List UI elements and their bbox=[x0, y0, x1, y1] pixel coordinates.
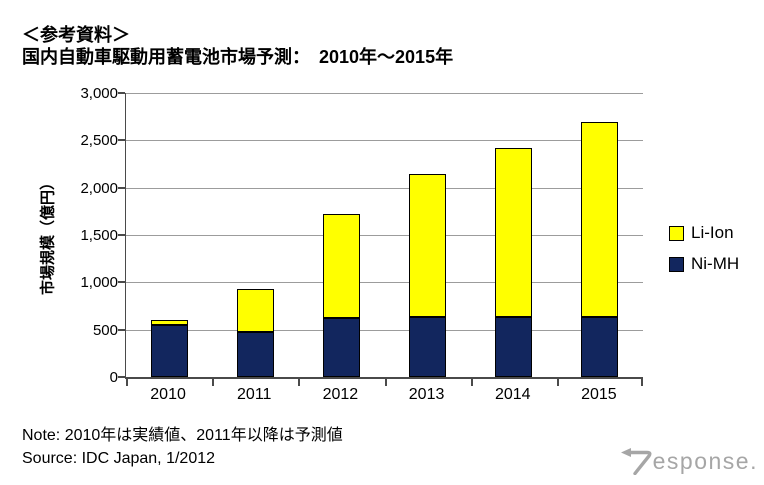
x-tick-label: 2014 bbox=[494, 386, 531, 403]
legend-item-ni-mh: Ni-MH bbox=[669, 251, 739, 277]
bar-segment-li-ion-2010 bbox=[150, 319, 188, 325]
x-axis-tick bbox=[298, 379, 301, 386]
title-line-2: 国内自動車駆動用蓄電池市場予測： 2010年～2015年 bbox=[22, 47, 454, 67]
bar-segment-ni-mh-2014 bbox=[495, 317, 533, 377]
x-tick-label: 2010 bbox=[150, 386, 186, 403]
x-tick-label: 2012 bbox=[322, 386, 359, 403]
bar-segment-li-ion-2011 bbox=[236, 289, 274, 332]
chart-header: ＜参考資料＞ 国内自動車駆動用蓄電池市場予測： 2010年～2015年 bbox=[22, 24, 453, 68]
gridline bbox=[126, 93, 643, 94]
y-axis-tick bbox=[118, 234, 125, 236]
bar-segment-ni-mh-2013 bbox=[409, 317, 447, 377]
x-axis-tick bbox=[126, 379, 128, 386]
title-line-1: ＜参考資料＞ bbox=[22, 25, 130, 45]
legend-swatch bbox=[669, 225, 684, 241]
x-axis-tick-labels: 2010 2011 2012 2013 2014 2015 bbox=[125, 386, 642, 406]
y-tick-label: 500 bbox=[92, 321, 118, 339]
response-logo-text: esponse. bbox=[652, 448, 758, 474]
gridline bbox=[126, 329, 643, 331]
y-tick-label: 2,000 bbox=[80, 179, 118, 197]
gridline bbox=[126, 140, 643, 142]
legend-label: Li-Ion bbox=[691, 223, 734, 242]
x-axis-tick bbox=[212, 379, 215, 386]
y-axis-tick bbox=[118, 281, 125, 284]
response-logo: esponse. bbox=[620, 448, 758, 475]
bar-segment-li-ion-2015 bbox=[581, 122, 619, 318]
y-axis-tick bbox=[118, 186, 125, 189]
bar-segment-li-ion-2012 bbox=[322, 214, 360, 318]
chart-footer: Note: 2010年は実績値、2011年以降は予測値 Source: IDC … bbox=[22, 424, 343, 470]
y-axis-tick-labels: 0 500 1,000 1,500 2,000 2,500 3,000 bbox=[40, 85, 118, 386]
y-axis-tick bbox=[118, 328, 125, 331]
bar-segment-ni-mh-2010 bbox=[150, 324, 188, 377]
plot-area bbox=[118, 92, 643, 386]
note-text: Note: 2010年は実績値、2011年以降は予測値 bbox=[22, 427, 343, 444]
x-tick-label: 2015 bbox=[581, 386, 617, 403]
y-tick-label: 1,500 bbox=[80, 227, 118, 244]
legend-swatch bbox=[669, 256, 684, 272]
gridline bbox=[126, 282, 643, 284]
legend-label: Ni-MH bbox=[691, 254, 740, 273]
bar-segment-li-ion-2014 bbox=[495, 147, 533, 318]
bar-segment-ni-mh-2012 bbox=[322, 317, 360, 377]
y-axis-tick bbox=[118, 139, 125, 142]
x-axis-tick bbox=[384, 379, 387, 386]
y-tick-label: 0 bbox=[109, 369, 118, 386]
legend: Li-Ion Ni-MH bbox=[669, 220, 739, 282]
x-tick-label: 2013 bbox=[408, 386, 445, 403]
x-axis-tick bbox=[470, 379, 473, 386]
x-tick-label: 2011 bbox=[237, 386, 272, 403]
bar-segment-ni-mh-2015 bbox=[581, 317, 619, 377]
bar-segment-ni-mh-2011 bbox=[236, 331, 274, 377]
gridline bbox=[126, 187, 643, 189]
y-axis-tick bbox=[118, 376, 125, 378]
source-text: Source: IDC Japan, 1/2012 bbox=[22, 450, 216, 467]
bar-segment-li-ion-2013 bbox=[409, 173, 447, 318]
y-tick-label: 2,500 bbox=[80, 132, 118, 150]
y-tick-label: 3,000 bbox=[80, 85, 118, 102]
legend-item-li-ion: Li-Ion bbox=[669, 220, 739, 246]
x-axis-tick bbox=[641, 379, 643, 386]
response-logo-r-icon bbox=[620, 448, 652, 475]
gridline bbox=[126, 235, 643, 236]
y-axis-tick bbox=[118, 92, 125, 94]
y-tick-label: 1,000 bbox=[80, 274, 118, 292]
x-axis-tick bbox=[556, 379, 559, 386]
